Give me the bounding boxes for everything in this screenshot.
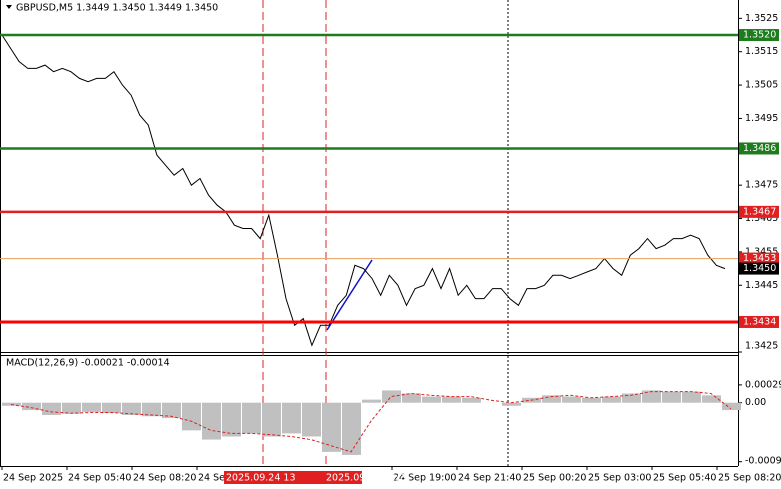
level-label: 1.3486 [743, 143, 776, 154]
level-label-box [739, 29, 779, 42]
macd-bar [662, 391, 681, 403]
level-label-box [739, 205, 779, 218]
level-label-box [739, 315, 779, 328]
macd-bar [282, 402, 301, 434]
x-tick-label: 25 Sep 08:20 [718, 473, 781, 484]
macd-bar [42, 402, 61, 415]
time-highlight-box [324, 471, 362, 484]
macd-bar [442, 396, 461, 403]
macd-bar [82, 402, 101, 412]
time-highlight-box [224, 471, 324, 484]
x-tick-label: 24 Sep 19:00 [393, 473, 456, 484]
y-tick-label: 1.3465 [745, 213, 778, 224]
y-tick-label: 1.3515 [745, 46, 778, 57]
macd-bar [322, 402, 341, 452]
y-tick-label: 1.3525 [745, 13, 778, 24]
macd-bar [62, 402, 81, 414]
macd-bar [462, 397, 481, 403]
x-tick-label: 24 Sep 21:40 [458, 473, 521, 484]
macd-bar [562, 396, 581, 403]
level-label: 1.3450 [743, 263, 776, 274]
macd-bar [402, 393, 421, 403]
x-tick-label: 24 Sep 08:20 [133, 473, 196, 484]
x-tick-label: 25 Sep 05:40 [653, 473, 716, 484]
level-label: 1.3453 [743, 253, 776, 264]
macd-bar [582, 397, 601, 403]
macd-bar [342, 402, 361, 455]
menu-arrow [6, 5, 12, 9]
macd-bar [142, 402, 161, 417]
macd-bar [182, 402, 201, 431]
y-tick-label: 1.3445 [745, 280, 778, 291]
x-tick-label: 24 Sep 05:40 [68, 473, 131, 484]
level-label: 1.3467 [743, 206, 776, 217]
macd-bar [602, 396, 621, 403]
y-tick-label: 1.3455 [745, 246, 778, 257]
macd-bar [702, 395, 721, 403]
macd-bar [22, 402, 41, 411]
macd-bar [122, 402, 141, 415]
y-tick-label: 0.00 [745, 397, 766, 408]
level-label-box [739, 262, 779, 275]
macd-bar [162, 402, 181, 419]
y-tick-label: 1.3495 [745, 113, 778, 124]
macd-bar [642, 390, 661, 403]
level-label-box [739, 252, 779, 265]
macd-bar [242, 402, 261, 434]
time-highlight-label: 2025.09.24 16:25 [326, 473, 411, 484]
x-tick-label: 25 Sep 03:00 [588, 473, 651, 484]
macd-bar [362, 399, 381, 403]
macd-bar [262, 402, 281, 437]
macd-bar [542, 395, 561, 403]
y-tick-label: 1.3425 [745, 341, 778, 352]
macd-bar [722, 402, 741, 411]
macd-bar [682, 391, 701, 403]
y-tick-label: 1.3505 [745, 80, 778, 91]
macd-title: MACD(12,26,9) -0.00021 -0.00014 [6, 358, 170, 369]
chart-title: GBPUSD,M5 1.3449 1.3450 1.3449 1.3450 [16, 3, 218, 14]
x-tick-label: 25 Sep 00:20 [523, 473, 586, 484]
macd-bar [302, 402, 321, 437]
macd-bar [502, 402, 521, 406]
trend-line [326, 259, 373, 331]
time-highlight-label: 2025.09.24 13 [226, 473, 296, 484]
y-tick-label: 0.00029 [745, 379, 781, 390]
signal-line [10, 391, 732, 453]
macd-bar [222, 402, 241, 437]
level-label: 1.3520 [743, 30, 776, 41]
macd-bar [622, 393, 641, 403]
level-label-box [739, 142, 779, 155]
level-label: 1.3434 [743, 316, 776, 327]
y-tick-label: 1.3475 [745, 180, 778, 191]
macd-bar [382, 390, 401, 403]
macd-bar [422, 396, 441, 403]
macd-bar [102, 402, 121, 414]
y-tick-label: -0.00096 [745, 456, 781, 467]
macd-bar [202, 402, 221, 440]
x-tick-label: 24 Sep 2025 [3, 473, 63, 484]
